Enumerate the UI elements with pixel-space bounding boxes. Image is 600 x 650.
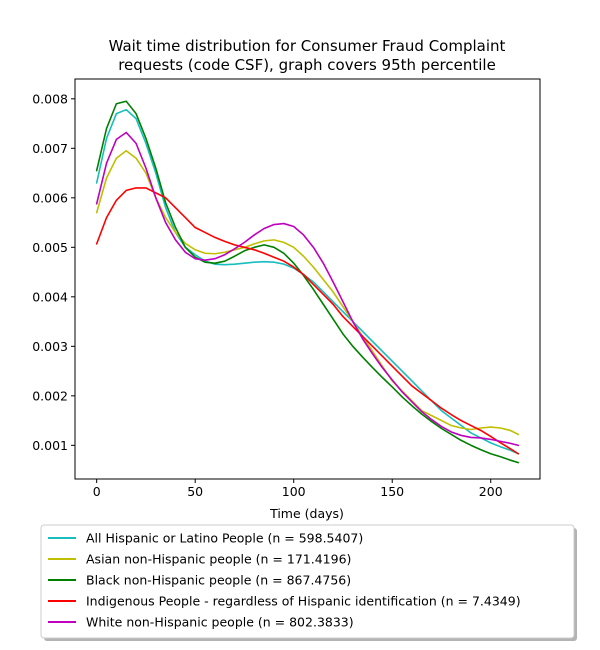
series-line-0 [95, 108, 520, 455]
legend-label-1: Asian non-Hispanic people (n = 171.4196) [86, 552, 351, 567]
series-line-1 [95, 149, 520, 436]
y-tick-label-0: 0.001 [32, 438, 68, 453]
series-lines [95, 100, 520, 464]
x-tick-label-3: 150 [380, 484, 404, 499]
x-tick-label-1: 50 [187, 484, 203, 499]
x-axis-label: Time (days) [269, 506, 344, 521]
y-tick-label-1: 0.002 [32, 388, 68, 403]
y-tick-label-3: 0.004 [32, 289, 68, 304]
y-tick-label-2: 0.003 [32, 339, 68, 354]
plot-area: 0 50 100 150 200 0.001 0.002 0.003 0.004 0.005 0.0… [32, 78, 541, 499]
series-line-3 [95, 187, 520, 455]
legend-label-2: Black non-Hispanic people (n = 867.4756) [86, 573, 351, 588]
x-tick-label-0: 0 [93, 484, 101, 499]
y-tick-label-7: 0.008 [32, 91, 68, 106]
y-tick-label-5: 0.006 [32, 190, 68, 205]
series-line-2 [95, 100, 520, 464]
legend-box [40, 524, 575, 639]
x-tick-label-4: 200 [479, 484, 503, 499]
axes-frame [74, 78, 541, 480]
chart-title-line-1: Wait time distribution for Consumer Frau… [109, 37, 506, 55]
legend: All Hispanic or Latino People (n = 598.5… [40, 524, 577, 641]
legend-label-0: All Hispanic or Latino People (n = 598.5… [86, 531, 363, 546]
y-tick-label-4: 0.005 [32, 240, 68, 255]
x-tick-label-2: 100 [282, 484, 306, 499]
series-line-4 [95, 131, 520, 447]
y-tick-label-6: 0.007 [32, 141, 68, 156]
chart-title-line-2: requests (code CSF), graph covers 95th p… [118, 56, 496, 74]
legend-label-3: Indigenous People - regardless of Hispan… [86, 594, 521, 609]
legend-label-4: White non-Hispanic people (n = 802.3833) [86, 615, 354, 630]
